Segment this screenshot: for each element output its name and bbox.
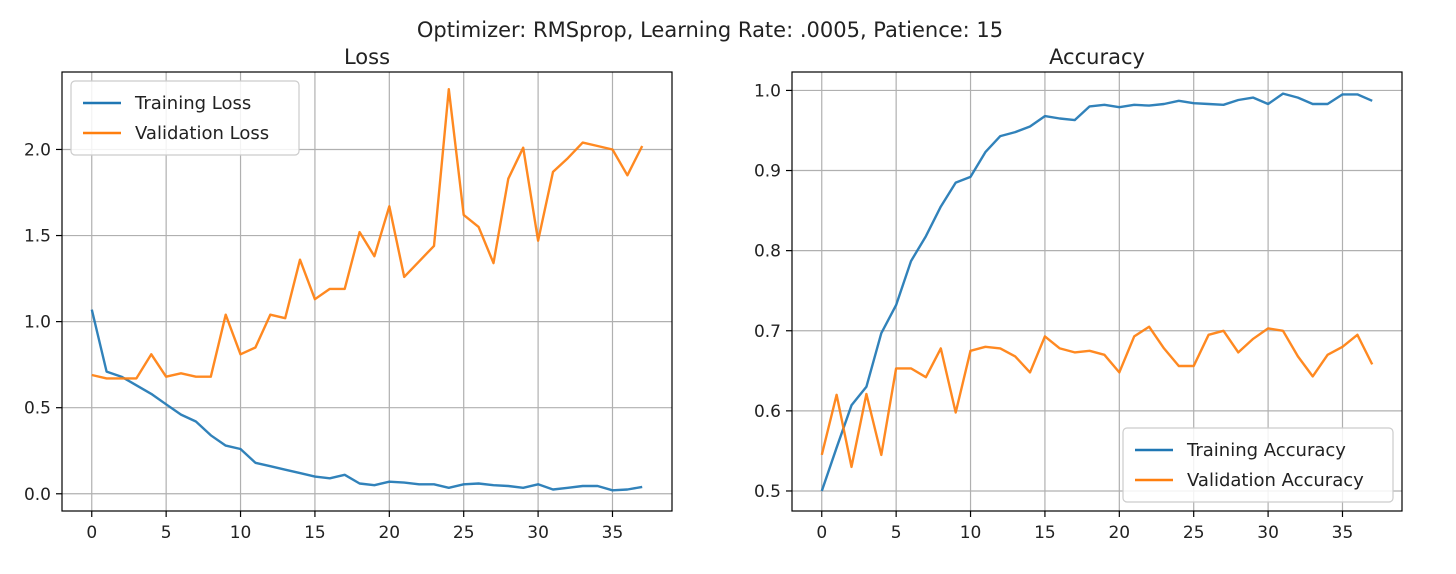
accuracy-legend-box [1122, 427, 1394, 503]
accuracy-xtick-label-3: 15 [1034, 523, 1056, 543]
loss-legend-box [70, 80, 300, 156]
loss-xtick-label-6: 30 [527, 523, 549, 543]
loss-series-line-1 [91, 87, 644, 380]
loss-axes-frame [61, 71, 673, 512]
accuracy-chart: Accuracy 0 5 10 15 20 25 30 35 0.5 0.6 0.7 0.8 0.9 1.0… [754, 45, 1403, 543]
loss-xtick-label-3: 15 [304, 523, 326, 543]
accuracy-chart-title: Accuracy [1049, 45, 1145, 69]
accuracy-legend-label-1: Validation Accuracy [1187, 470, 1364, 491]
loss-legend-label-1: Validation Loss [135, 123, 269, 144]
loss-ytick-label-4: 2.0 [24, 140, 51, 160]
accuracy-ytick-label-3: 0.8 [754, 242, 781, 262]
accuracy-xtick-label-6: 30 [1257, 523, 1279, 543]
loss-xtick-label-0: 0 [86, 523, 97, 543]
loss-ytick-label-1: 0.5 [24, 399, 51, 419]
accuracy-series-line-1 [820, 325, 1374, 469]
accuracy-ytick-label-5: 1.0 [754, 81, 781, 101]
accuracy-xtick-label-0: 0 [816, 523, 827, 543]
loss-chart: Loss 0 5 10 15 20 25 30 35 0.0 0.5 1.0 1.5 2.0 Trainin… [24, 45, 673, 543]
loss-xtick-label-2: 10 [230, 523, 252, 543]
loss-legend: Training Loss Validation Loss [70, 80, 300, 156]
loss-ytick-label-2: 1.0 [24, 313, 51, 333]
loss-xtick-label-5: 25 [453, 523, 475, 543]
loss-xtick-label-1: 5 [161, 523, 172, 543]
loss-ytick-label-0: 0.0 [24, 485, 51, 505]
loss-xtick-label-7: 35 [602, 523, 624, 543]
accuracy-legend-label-0: Training Accuracy [1186, 440, 1346, 461]
loss-chart-title: Loss [344, 45, 390, 69]
accuracy-axes-frame [791, 71, 1403, 512]
accuracy-xtick-label-7: 35 [1332, 523, 1354, 543]
accuracy-legend: Training Accuracy Validation Accuracy [1122, 427, 1394, 503]
accuracy-xtick-label-4: 20 [1108, 523, 1130, 543]
accuracy-xtick-label-5: 25 [1183, 523, 1205, 543]
loss-series-line-0 [90, 309, 643, 492]
accuracy-series-line-0 [820, 92, 1373, 492]
loss-ytick-label-3: 1.5 [24, 227, 51, 247]
figure-suptitle: Optimizer: RMSprop, Learning Rate: .0005… [417, 18, 1003, 42]
accuracy-ytick-label-4: 0.9 [754, 162, 781, 182]
accuracy-ytick-label-0: 0.5 [754, 482, 781, 502]
loss-xtick-label-4: 20 [378, 523, 400, 543]
accuracy-xtick-label-2: 10 [960, 523, 982, 543]
accuracy-ytick-label-2: 0.7 [754, 322, 781, 342]
accuracy-xtick-label-1: 5 [891, 523, 902, 543]
loss-legend-label-0: Training Loss [134, 93, 251, 114]
accuracy-ytick-label-1: 0.6 [754, 402, 781, 422]
